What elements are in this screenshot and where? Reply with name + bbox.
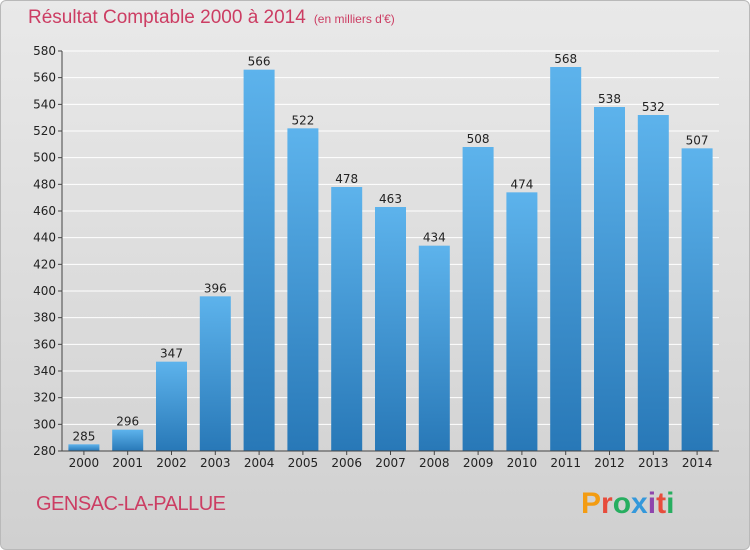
bars: 285 296 347 396 566 522 478 463 434 508 474 568 538 5… xyxy=(68,52,713,452)
x-tick-label: 2000 xyxy=(69,456,100,470)
x-tick-label: 2001 xyxy=(112,456,143,470)
y-tick-label: 360 xyxy=(33,337,56,351)
bar-2003 xyxy=(199,296,231,451)
y-axis: 280 300 320 340 360 380 400 420 440 460 480 500 520 5… xyxy=(33,44,63,458)
x-tick-label: 2003 xyxy=(200,456,231,470)
y-tick-label: 420 xyxy=(33,257,56,271)
x-axis: 2000 2001 2002 2003 2004 2005 2006 2007 2008 2009… xyxy=(62,450,719,470)
data-label: 566 xyxy=(248,55,271,69)
logo-letter: i xyxy=(647,487,657,520)
y-tick-label: 500 xyxy=(33,151,56,165)
data-label: 285 xyxy=(72,429,95,443)
x-tick-label: 2009 xyxy=(463,456,494,470)
x-tick-label: 2014 xyxy=(682,456,713,470)
bar-2007 xyxy=(375,207,406,451)
data-label: 507 xyxy=(686,133,709,147)
y-tick-label: 560 xyxy=(33,71,56,85)
data-label: 522 xyxy=(291,113,314,127)
bar-2006 xyxy=(331,187,363,451)
y-tick-label: 340 xyxy=(33,364,56,378)
bar-2001 xyxy=(112,429,144,451)
y-tick-label: 440 xyxy=(33,231,56,245)
proxiti-logo: Proxiti xyxy=(581,487,674,521)
data-label: 478 xyxy=(335,172,358,186)
bar-2005 xyxy=(287,128,319,451)
data-label: 508 xyxy=(467,132,490,146)
data-label: 474 xyxy=(510,177,533,191)
x-tick-label: 2005 xyxy=(288,456,319,470)
y-tick-label: 400 xyxy=(33,284,56,298)
x-tick-label: 2012 xyxy=(594,456,625,470)
x-tick-label: 2007 xyxy=(375,456,406,470)
bar-2010 xyxy=(506,192,538,452)
bar-2011 xyxy=(550,67,582,451)
bar-2008 xyxy=(418,245,450,451)
bar-2013 xyxy=(637,115,669,451)
data-label: 296 xyxy=(116,415,139,429)
x-tick-label: 2013 xyxy=(638,456,669,470)
data-label: 538 xyxy=(598,92,621,106)
x-tick-label: 2010 xyxy=(507,456,538,470)
bar-2012 xyxy=(594,107,625,451)
data-label: 396 xyxy=(204,281,227,295)
y-tick-label: 280 xyxy=(33,444,56,458)
unit-text: (en milliers d'€) xyxy=(313,12,395,26)
data-label: 532 xyxy=(642,100,665,114)
city-name: GENSAC-LA-PALLUE xyxy=(36,493,226,515)
y-tick-label: 520 xyxy=(33,124,56,138)
x-tick-label: 2004 xyxy=(244,456,275,470)
y-tick-label: 380 xyxy=(33,311,56,325)
bar-2009 xyxy=(462,147,494,451)
y-tick-label: 480 xyxy=(33,177,56,191)
logo-letter: P xyxy=(581,487,602,520)
x-tick-label: 2011 xyxy=(550,456,581,470)
logo-letter: o xyxy=(612,487,632,520)
logo-letter: t xyxy=(656,487,667,520)
x-tick-label: 2006 xyxy=(331,456,362,470)
bar-2004 xyxy=(243,69,275,452)
data-label: 347 xyxy=(160,347,183,361)
y-tick-label: 580 xyxy=(33,44,56,58)
data-label: 463 xyxy=(379,192,402,206)
bar-2000 xyxy=(68,444,100,451)
chart-title: Résultat Comptable 2000 à 2014 (en millie… xyxy=(28,7,395,29)
bar-2002 xyxy=(156,361,187,451)
logo-letter: r xyxy=(601,487,613,520)
bar-2014 xyxy=(681,148,713,452)
y-tick-label: 460 xyxy=(33,204,56,218)
x-tick-label: 2008 xyxy=(419,456,450,470)
y-tick-label: 320 xyxy=(33,391,56,405)
data-label: 568 xyxy=(554,52,577,66)
y-tick-label: 300 xyxy=(33,417,56,431)
logo-letter: i xyxy=(666,487,675,520)
data-label: 434 xyxy=(423,231,446,245)
title-text: Résultat Comptable 2000 à 2014 xyxy=(28,7,306,28)
y-tick-label: 540 xyxy=(33,97,56,111)
logo-letter: x xyxy=(631,487,648,520)
x-tick-label: 2002 xyxy=(156,456,187,470)
